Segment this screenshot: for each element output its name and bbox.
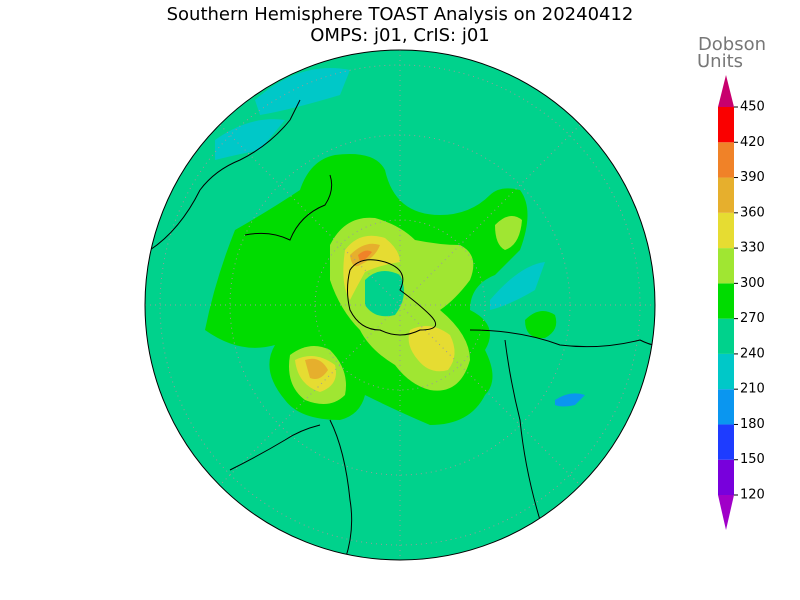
colorbar-tick-label: 270	[740, 311, 765, 326]
colorbar-band	[718, 142, 734, 178]
ozone-300-330	[495, 216, 522, 250]
colorbar-tick-label: 180	[740, 417, 765, 432]
colorbar-band	[718, 248, 734, 284]
colorbar-band	[718, 424, 734, 460]
colorbar-label: Units	[697, 51, 743, 72]
map-title: Southern Hemisphere TOAST Analysis on 20…	[167, 4, 634, 25]
colorbar-tick-label: 420	[740, 135, 765, 150]
contour-fields	[205, 68, 585, 425]
high-ozone-region	[525, 311, 557, 339]
colorbar-tick-label: 390	[740, 170, 765, 185]
colorbar-band	[718, 283, 734, 319]
coastlines	[149, 99, 655, 560]
ozone-map	[144, 49, 656, 561]
colorbar-band	[718, 318, 734, 354]
ozone-240-270	[365, 271, 404, 317]
colorbar-band	[718, 177, 734, 213]
colorbar-band	[718, 459, 734, 495]
colorbar: Dobson Units 120 150 180 210 240 270 300 330 360…	[697, 34, 766, 530]
graticule	[145, 50, 655, 560]
low-ozone-region	[490, 262, 545, 310]
ozone-360-390	[305, 358, 328, 379]
low-ozone-region	[215, 119, 285, 160]
ozone-330-360	[408, 326, 455, 372]
colorbar-extension-low	[718, 495, 734, 530]
colorbar-tick-label: 330	[740, 241, 765, 256]
colorbar-label: Dobson	[698, 34, 766, 55]
colorbar-tick-label: 450	[740, 100, 765, 115]
map-subtitle: OMPS: j01, CrIS: j01	[310, 25, 490, 46]
colorbar-tick-label: 360	[740, 205, 765, 220]
colorbar-tick-label: 240	[740, 346, 765, 361]
map-border	[144, 49, 656, 561]
colorbar-band	[718, 389, 734, 425]
low-ozone-region	[555, 393, 585, 407]
colorbar-band	[718, 107, 734, 143]
colorbar-band	[718, 212, 734, 249]
colorbar-tick-label: 150	[740, 452, 765, 467]
ozone-390-420	[358, 250, 372, 262]
low-ozone-region	[255, 68, 350, 115]
colorbar-tick-label: 300	[740, 276, 765, 291]
colorbar-tick-label: 120	[740, 488, 765, 503]
colorbar-tick-label: 210	[740, 382, 765, 397]
colorbar-extension-high	[718, 75, 734, 107]
colorbar-band	[718, 353, 734, 390]
